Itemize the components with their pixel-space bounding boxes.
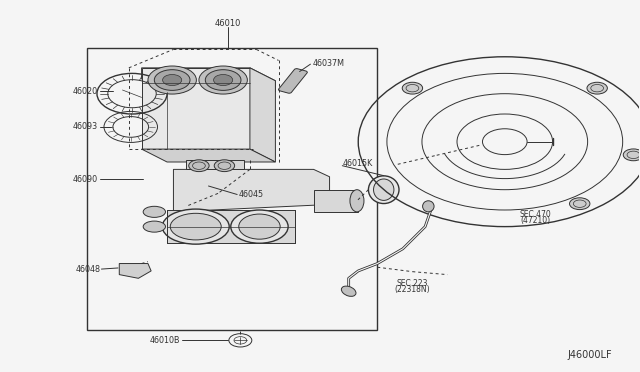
Circle shape — [587, 82, 607, 94]
Polygon shape — [186, 160, 244, 169]
Polygon shape — [141, 68, 250, 149]
Ellipse shape — [170, 213, 221, 240]
Text: SEC.223: SEC.223 — [397, 279, 428, 288]
Text: 46048: 46048 — [75, 264, 100, 273]
Text: 46010B: 46010B — [149, 336, 180, 345]
Text: 46015K: 46015K — [342, 159, 372, 169]
Circle shape — [205, 70, 241, 90]
Polygon shape — [173, 169, 330, 212]
Circle shape — [570, 198, 590, 209]
Circle shape — [163, 74, 182, 86]
Ellipse shape — [231, 210, 288, 243]
Text: SEC.470: SEC.470 — [520, 209, 551, 219]
Text: 46037M: 46037M — [312, 58, 344, 68]
Text: (47210): (47210) — [520, 216, 550, 225]
Text: 46010: 46010 — [214, 19, 241, 28]
Text: J46000LF: J46000LF — [567, 350, 612, 360]
Polygon shape — [167, 210, 294, 243]
Circle shape — [154, 70, 190, 90]
Text: 46020: 46020 — [73, 87, 99, 96]
Polygon shape — [141, 68, 275, 92]
Bar — [88, 48, 378, 330]
Circle shape — [214, 160, 235, 171]
Ellipse shape — [143, 221, 166, 232]
Ellipse shape — [369, 176, 399, 203]
Ellipse shape — [143, 206, 166, 217]
Circle shape — [199, 66, 247, 94]
Ellipse shape — [163, 209, 229, 244]
FancyBboxPatch shape — [278, 68, 307, 93]
Text: 46090: 46090 — [73, 175, 99, 184]
Circle shape — [148, 66, 196, 94]
Text: 46093: 46093 — [73, 122, 99, 131]
Polygon shape — [119, 263, 151, 278]
Ellipse shape — [374, 179, 394, 201]
Ellipse shape — [239, 214, 280, 239]
Circle shape — [189, 160, 209, 171]
Ellipse shape — [341, 286, 356, 296]
Ellipse shape — [350, 190, 364, 212]
Text: 46045: 46045 — [239, 190, 264, 199]
Circle shape — [214, 74, 233, 86]
Polygon shape — [250, 68, 275, 162]
Text: (22318N): (22318N) — [395, 285, 430, 294]
Circle shape — [623, 149, 640, 161]
Ellipse shape — [422, 201, 434, 212]
Polygon shape — [314, 190, 358, 212]
Polygon shape — [141, 149, 275, 162]
Circle shape — [402, 82, 422, 94]
